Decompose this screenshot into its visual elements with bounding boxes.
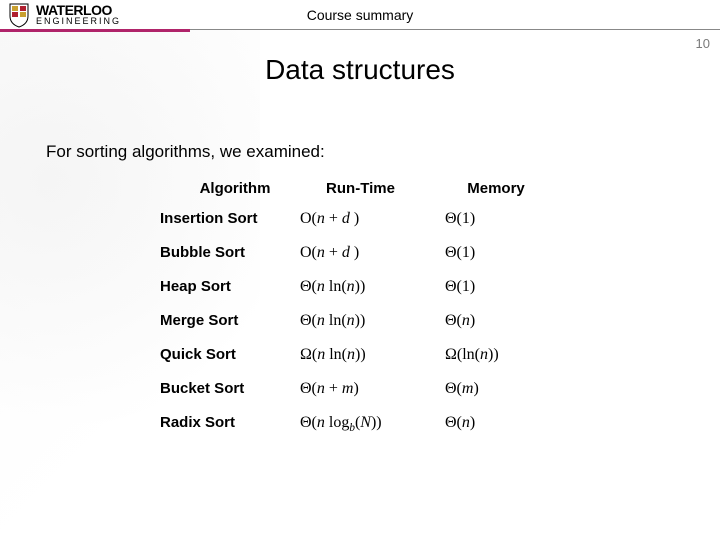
cell-algorithm: Bucket Sort — [160, 380, 300, 397]
cell-algorithm: Bubble Sort — [160, 244, 300, 261]
col-header-algorithm: Algorithm — [160, 180, 300, 197]
cell-memory: Θ(m) — [445, 380, 565, 398]
cell-runtime: Θ(n ln(n)) — [300, 312, 445, 330]
col-header-memory: Memory — [445, 180, 565, 197]
slide-header: WATERLOO ENGINEERING Course summary — [0, 0, 720, 30]
cell-algorithm: Radix Sort — [160, 414, 300, 431]
cell-runtime: Θ(n logb(N)) — [300, 414, 445, 434]
cell-algorithm: Insertion Sort — [160, 210, 300, 227]
table-row: Insertion SortO(n + d )Θ(1) — [160, 210, 720, 244]
cell-runtime: O(n + d ) — [300, 244, 445, 262]
cell-memory: Θ(1) — [445, 244, 565, 262]
cell-memory: Θ(n) — [445, 414, 565, 432]
page-title: Data structures — [0, 54, 720, 86]
cell-runtime: Θ(n + m) — [300, 380, 445, 398]
wordmark: WATERLOO ENGINEERING — [36, 3, 121, 26]
table-row: Heap SortΘ(n ln(n))Θ(1) — [160, 278, 720, 312]
wordmark-top: WATERLOO — [36, 3, 121, 17]
page-number: 10 — [696, 36, 710, 51]
cell-memory: Ω(ln(n)) — [445, 346, 565, 364]
cell-memory: Θ(n) — [445, 312, 565, 330]
cell-runtime: Ω(n ln(n)) — [300, 346, 445, 364]
table-row: Bubble SortO(n + d )Θ(1) — [160, 244, 720, 278]
col-header-runtime: Run-Time — [300, 180, 445, 197]
cell-algorithm: Merge Sort — [160, 312, 300, 329]
algorithms-table: Algorithm Run-Time Memory Insertion Sort… — [160, 180, 720, 448]
intro-text: For sorting algorithms, we examined: — [46, 142, 720, 162]
table-header-row: Algorithm Run-Time Memory — [160, 180, 720, 210]
cell-memory: Θ(1) — [445, 278, 565, 296]
table-row: Radix SortΘ(n logb(N))Θ(n) — [160, 414, 720, 448]
cell-runtime: O(n + d ) — [300, 210, 445, 228]
table-body: Insertion SortO(n + d )Θ(1)Bubble SortO(… — [160, 210, 720, 448]
wordmark-bottom: ENGINEERING — [36, 17, 121, 26]
table-row: Bucket SortΘ(n + m)Θ(m) — [160, 380, 720, 414]
table-row: Quick SortΩ(n ln(n))Ω(ln(n)) — [160, 346, 720, 380]
crest-icon — [8, 2, 30, 28]
cell-runtime: Θ(n ln(n)) — [300, 278, 445, 296]
course-summary-label: Course summary — [307, 7, 414, 23]
logo: WATERLOO ENGINEERING — [0, 2, 121, 28]
cell-algorithm: Heap Sort — [160, 278, 300, 295]
accent-line — [0, 29, 190, 32]
cell-memory: Θ(1) — [445, 210, 565, 228]
table-row: Merge SortΘ(n ln(n))Θ(n) — [160, 312, 720, 346]
cell-algorithm: Quick Sort — [160, 346, 300, 363]
